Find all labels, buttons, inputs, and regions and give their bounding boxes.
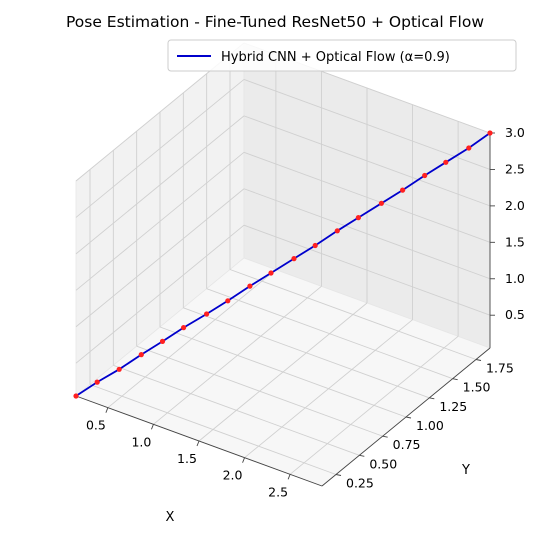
x-tick-label: 2.0 — [223, 468, 243, 483]
grid-line-y — [206, 288, 453, 380]
y-tick-mark — [475, 359, 482, 361]
grid-line-z — [243, 79, 491, 170]
series-point — [204, 311, 210, 317]
y-tick-mark — [429, 397, 435, 400]
y-tick-label: 1.25 — [439, 399, 467, 414]
x-tick-mark — [287, 474, 291, 480]
series-point — [334, 228, 340, 234]
x-tick-mark — [242, 457, 245, 463]
grid-line-z — [75, 151, 245, 291]
y-tick-label: 0.75 — [393, 437, 421, 452]
grid-line-y — [89, 384, 337, 475]
grid-line-y — [136, 345, 383, 437]
axis-tick-labels: 0.5 1.0 1.5 2.0 2.5 0.25 0.50 0.75 1.00 1.25 1.50 1… — [86, 125, 525, 499]
y-tick-mark — [335, 474, 342, 476]
y-tick-label: 1.00 — [416, 418, 444, 433]
y-tick-mark — [382, 435, 388, 438]
y-tick-mark — [452, 378, 458, 381]
series-point — [312, 242, 318, 249]
series-point — [268, 270, 274, 276]
z-tick-label: 1.5 — [505, 234, 525, 249]
axes-grid — [75, 42, 491, 475]
legend: Hybrid CNN + Optical Flow (α=0.9) — [167, 39, 517, 72]
series-point — [138, 352, 144, 358]
z-tick-label: 1.0 — [505, 271, 525, 286]
y-tick-label: 1.75 — [486, 361, 514, 376]
grid-line-z — [243, 188, 491, 280]
z-tick-label: 2.5 — [505, 161, 525, 176]
series-point — [291, 256, 297, 262]
y-tick-label: 1.50 — [463, 380, 491, 395]
x-tick-mark — [105, 407, 109, 413]
z-tick-label: 2.0 — [505, 198, 525, 213]
x-tick-label: 0.5 — [86, 418, 106, 433]
series-point — [181, 325, 187, 331]
grid-line-z — [243, 151, 491, 243]
series-point — [355, 215, 361, 221]
y-tick-label: 0.50 — [369, 456, 397, 471]
x-tick-mark — [151, 424, 154, 430]
series-point — [487, 130, 493, 136]
x-tick-mark — [196, 440, 200, 447]
series-point — [94, 379, 100, 385]
series-layer — [73, 130, 493, 399]
series-line — [75, 132, 491, 397]
y-tick-mark — [405, 416, 412, 419]
legend-frame — [167, 39, 517, 72]
series-point — [73, 393, 79, 399]
series-point — [378, 200, 384, 206]
y-axis-label: Y — [461, 463, 470, 478]
y-tick-mark — [359, 454, 365, 457]
grid-line-z — [75, 188, 245, 328]
grid-line-y — [159, 326, 407, 418]
x-axis-label: X — [166, 510, 175, 525]
series-point — [443, 159, 449, 165]
grid-line-z — [75, 79, 245, 218]
z-tick-label: 3.0 — [505, 125, 525, 140]
grid-line-z — [243, 115, 491, 207]
series-point — [225, 298, 231, 304]
grid-line-y — [113, 364, 360, 456]
x-tick-label: 1.0 — [131, 434, 151, 449]
series-point — [466, 145, 472, 151]
grid-line-z — [75, 115, 245, 255]
x-tick-label: 1.5 — [177, 451, 197, 466]
series-point — [116, 366, 122, 372]
z-tick-label: 0.5 — [505, 307, 525, 322]
grid-line-y — [229, 269, 477, 360]
y-tick-label: 0.25 — [346, 476, 374, 491]
chart-title: Pose Estimation - Fine-Tuned ResNet50 + … — [66, 13, 484, 31]
series-point — [247, 283, 253, 289]
series-point — [400, 187, 406, 193]
legend-label: Hybrid CNN + Optical Flow (α=0.9) — [221, 50, 450, 65]
grid-line-y — [183, 307, 430, 399]
grid-line-z — [75, 224, 245, 364]
series-point — [159, 338, 166, 344]
grid-line-z — [243, 224, 491, 316]
x-tick-label: 2.5 — [268, 484, 288, 499]
series-point — [422, 172, 428, 179]
